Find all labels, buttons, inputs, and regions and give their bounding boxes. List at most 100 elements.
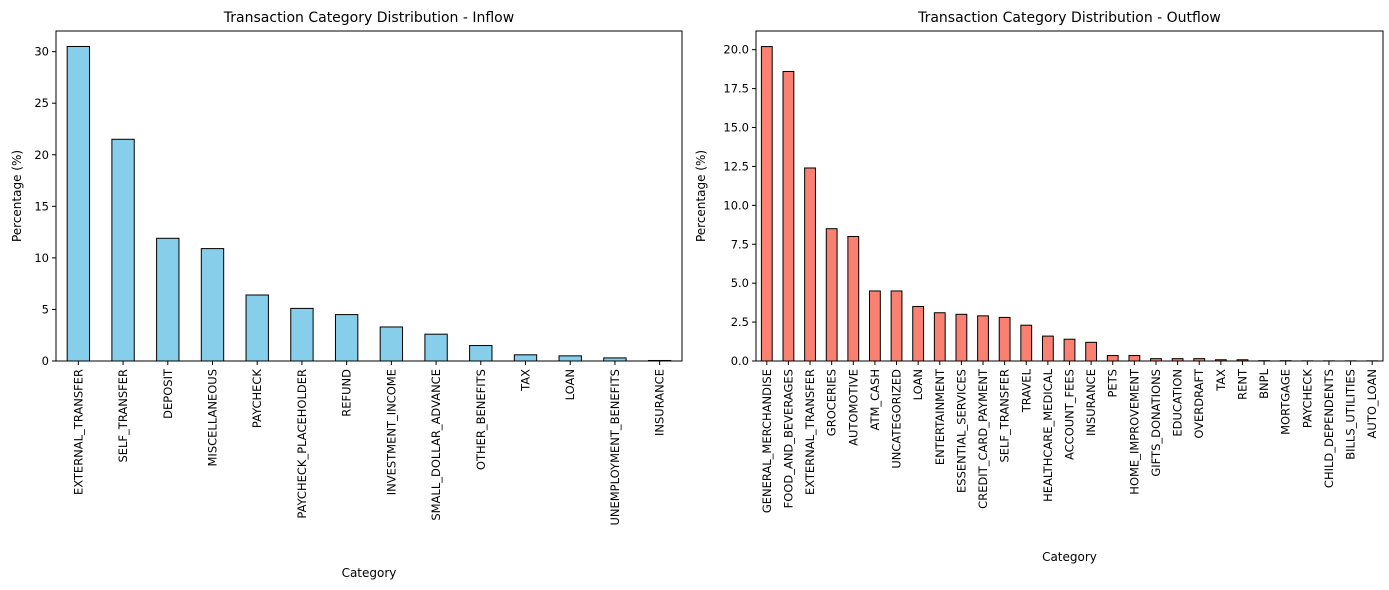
outflow-bar-entertainment <box>933 312 946 362</box>
inflow-x-tick-label: LOAN <box>563 369 577 400</box>
inflow-bar-miscellaneous <box>200 248 225 362</box>
outflow-y-tick-label: 20.0 <box>723 43 749 57</box>
outflow-x-tick-label: AUTO_LOAN <box>1365 369 1379 438</box>
inflow-x-tick-label: SMALL_DOLLAR_ADVANCE <box>429 369 443 521</box>
outflow-bar-food-and-beverages <box>782 70 795 362</box>
outflow-bar-groceries <box>825 228 838 362</box>
outflow-x-tick-label: ATM_CASH <box>868 369 882 431</box>
outflow-x-tick-label: ENTERTAINMENT <box>933 368 947 465</box>
inflow-bar-paycheck-placeholder <box>290 307 314 362</box>
inflow-x-tick-label: OTHER_BENEFITS <box>474 369 488 470</box>
outflow-x-tick-label: HOME_IMPROVEMENT <box>1127 368 1141 495</box>
outflow-bar-loan <box>912 306 925 362</box>
outflow-x-tick-label: EXTERNAL_TRANSFER <box>803 369 817 495</box>
outflow-x-tick-label: GIFTS_DONATIONS <box>1149 369 1163 477</box>
inflow-x-tick-label: UNEMPLOYMENT_BENEFITS <box>608 369 622 526</box>
outflow-x-tick-label: TAX <box>1214 369 1228 392</box>
inflow-bar-other-benefits <box>469 345 493 362</box>
inflow-x-tick-label: DEPOSIT <box>161 368 175 419</box>
inflow-y-tick-label: 10 <box>34 251 49 265</box>
outflow-plot-area <box>755 30 1384 362</box>
outflow-bar-insurance <box>1085 341 1098 362</box>
outflow-bar-automotive <box>847 235 860 362</box>
outflow-x-tick-label: EDUCATION <box>1171 369 1185 437</box>
inflow-x-tick-label: EXTERNAL_TRANSFER <box>71 369 85 495</box>
outflow-x-tick-label: SELF_TRANSFER <box>998 369 1012 463</box>
outflow-x-tick-label: OVERDRAFT <box>1192 368 1206 439</box>
outflow-bar-self-transfer <box>998 316 1011 362</box>
inflow-x-tick-label: MISCELLANEOUS <box>206 369 220 467</box>
inflow-y-tick-label: 5 <box>42 302 49 316</box>
inflow-x-tick-label: TAX <box>519 369 533 392</box>
outflow-x-tick-label: FOOD_AND_BEVERAGES <box>781 369 795 508</box>
outflow-x-tick-label: CREDIT_CARD_PAYMENT <box>976 368 990 509</box>
outflow-x-tick-label: HEALTHCARE_MEDICAL <box>1041 368 1055 502</box>
outflow-x-tick-label: PETS <box>1106 369 1120 398</box>
inflow-bar-small-dollar-advance <box>424 333 448 362</box>
inflow-x-tick-label: INVESTMENT_INCOME <box>384 369 398 495</box>
inflow-chart: Transaction Category Distribution - Infl… <box>10 10 683 580</box>
outflow-y-tick-label: 17.5 <box>723 82 749 96</box>
outflow-x-tick-label: PAYCHECK <box>1300 369 1314 429</box>
outflow-y-tick-label: 2.5 <box>731 315 749 329</box>
outflow-bar-uncategorized <box>890 290 903 362</box>
inflow-plot-area <box>55 30 683 362</box>
outflow-bar-credit-card-payment <box>977 315 989 362</box>
outflow-x-tick-label: UNCATEGORIZED <box>890 369 904 469</box>
outflow-x-tick-label: GROCERIES <box>825 369 839 436</box>
outflow-x-tick-label: TRAVEL <box>1019 368 1033 413</box>
outflow-chart: Transaction Category Distribution - Outf… <box>694 10 1384 564</box>
inflow-y-axis-label: Percentage (%) <box>10 150 24 242</box>
outflow-y-tick-label: 15.0 <box>723 121 749 135</box>
inflow-x-tick-label: PAYCHECK <box>250 369 264 429</box>
inflow-x-tick-label: PAYCHECK_PLACEHOLDER <box>295 369 309 519</box>
outflow-x-tick-label: LOAN <box>911 369 925 400</box>
inflow-y-tick-label: 0 <box>42 354 49 368</box>
outflow-x-tick-label: ACCOUNT_FEES <box>1063 369 1077 460</box>
inflow-bar-external-transfer <box>66 45 91 362</box>
outflow-x-tick-label: MORTGAGE <box>1279 369 1293 435</box>
inflow-x-tick-label: INSURANCE <box>653 369 667 436</box>
outflow-chart-title: Transaction Category Distribution - Outf… <box>917 10 1221 26</box>
outflow-bar-general-merchandise <box>760 46 773 362</box>
inflow-x-tick-label: SELF_TRANSFER <box>116 369 130 463</box>
outflow-y-tick-label: 12.5 <box>723 159 749 173</box>
outflow-bar-pets <box>1106 355 1119 362</box>
outflow-x-tick-label: GENERAL_MERCHANDISE <box>760 369 774 513</box>
outflow-y-tick-label: 7.5 <box>731 237 749 251</box>
outflow-y-tick-label: 10.0 <box>723 198 749 212</box>
outflow-bar-account-fees <box>1063 338 1076 362</box>
outflow-x-tick-label: CHILD_DEPENDENTS <box>1322 369 1336 488</box>
outflow-x-tick-label: BILLS_UTILITIES <box>1344 369 1358 460</box>
outflow-y-tick-label: 0.0 <box>731 354 749 368</box>
inflow-y-tick-label: 30 <box>34 45 49 59</box>
outflow-bar-external-transfer <box>804 167 816 362</box>
inflow-bar-loan <box>558 355 582 362</box>
outflow-bar-atm-cash <box>869 290 881 362</box>
inflow-bar-tax <box>513 354 538 362</box>
inflow-y-tick-label: 15 <box>34 199 49 213</box>
inflow-x-axis-label: Category <box>342 566 397 580</box>
outflow-x-tick-label: AUTOMOTIVE <box>846 369 860 446</box>
inflow-bar-deposit <box>156 237 180 362</box>
outflow-x-tick-label: ESSENTIAL_SERVICES <box>954 369 968 493</box>
inflow-y-tick-label: 25 <box>34 96 49 110</box>
outflow-bar-home-improvement <box>1128 355 1141 362</box>
outflow-x-tick-label: RENT <box>1235 368 1249 400</box>
outflow-x-tick-label: BNPL <box>1257 368 1271 398</box>
outflow-y-axis-label: Percentage (%) <box>694 150 708 242</box>
outflow-x-axis-label: Category <box>1042 550 1097 564</box>
inflow-bar-investment-income <box>379 326 404 362</box>
outflow-x-tick-label: INSURANCE <box>1084 369 1098 436</box>
inflow-x-tick-label: REFUND <box>340 369 354 417</box>
inflow-bar-paycheck <box>245 294 269 362</box>
inflow-bar-self-transfer <box>111 138 135 362</box>
outflow-bar-healthcare-medical <box>1041 335 1054 362</box>
inflow-y-tick-label: 20 <box>34 148 49 162</box>
outflow-bar-travel <box>1020 324 1033 362</box>
inflow-chart-title: Transaction Category Distribution - Infl… <box>223 10 514 26</box>
outflow-bar-essential-services <box>955 313 968 362</box>
outflow-y-tick-label: 5.0 <box>731 276 749 290</box>
inflow-bar-refund <box>334 314 359 362</box>
